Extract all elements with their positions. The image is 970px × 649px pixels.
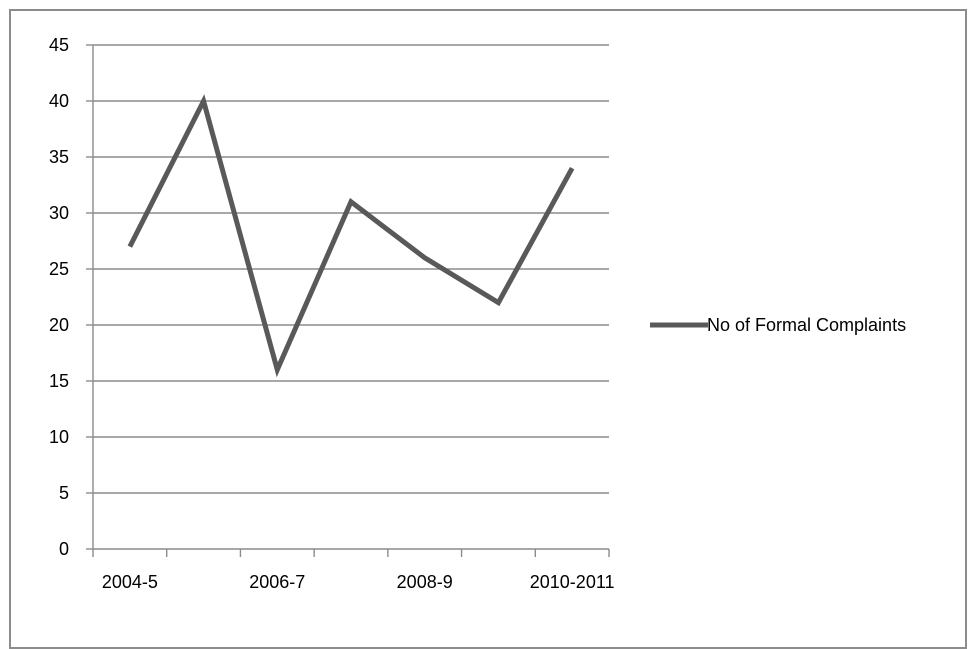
y-tick-label: 25 xyxy=(49,259,69,279)
axes xyxy=(86,45,609,557)
x-tick-label: 2004-5 xyxy=(102,572,158,592)
y-tick-label: 10 xyxy=(49,427,69,447)
y-tick-label: 40 xyxy=(49,91,69,111)
y-tick-label: 15 xyxy=(49,371,69,391)
x-tick-label: 2010-2011 xyxy=(530,572,615,592)
y-tick-label: 0 xyxy=(59,539,69,559)
legend-label: No of Formal Complaints xyxy=(707,315,906,335)
y-tick-label: 30 xyxy=(49,203,69,223)
x-axis-tick-labels: 2004-5 2006-7 2008-9 2010-2011 xyxy=(102,572,615,592)
y-tick-label: 45 xyxy=(49,35,69,55)
gridlines xyxy=(93,45,609,493)
y-tick-label: 35 xyxy=(49,147,69,167)
y-tick-label: 20 xyxy=(49,315,69,335)
x-tick-label: 2006-7 xyxy=(249,572,305,592)
y-tick-label: 5 xyxy=(59,483,69,503)
line-chart: 0 5 10 15 20 25 30 35 40 45 2004-5 2006-7 2008-9 201… xyxy=(0,0,970,630)
series-line xyxy=(130,101,572,370)
x-tick-label: 2008-9 xyxy=(397,572,453,592)
series-lines xyxy=(130,101,572,370)
y-axis-tick-labels: 0 5 10 15 20 25 30 35 40 45 xyxy=(49,35,69,559)
legend: No of Formal Complaints xyxy=(650,315,906,335)
